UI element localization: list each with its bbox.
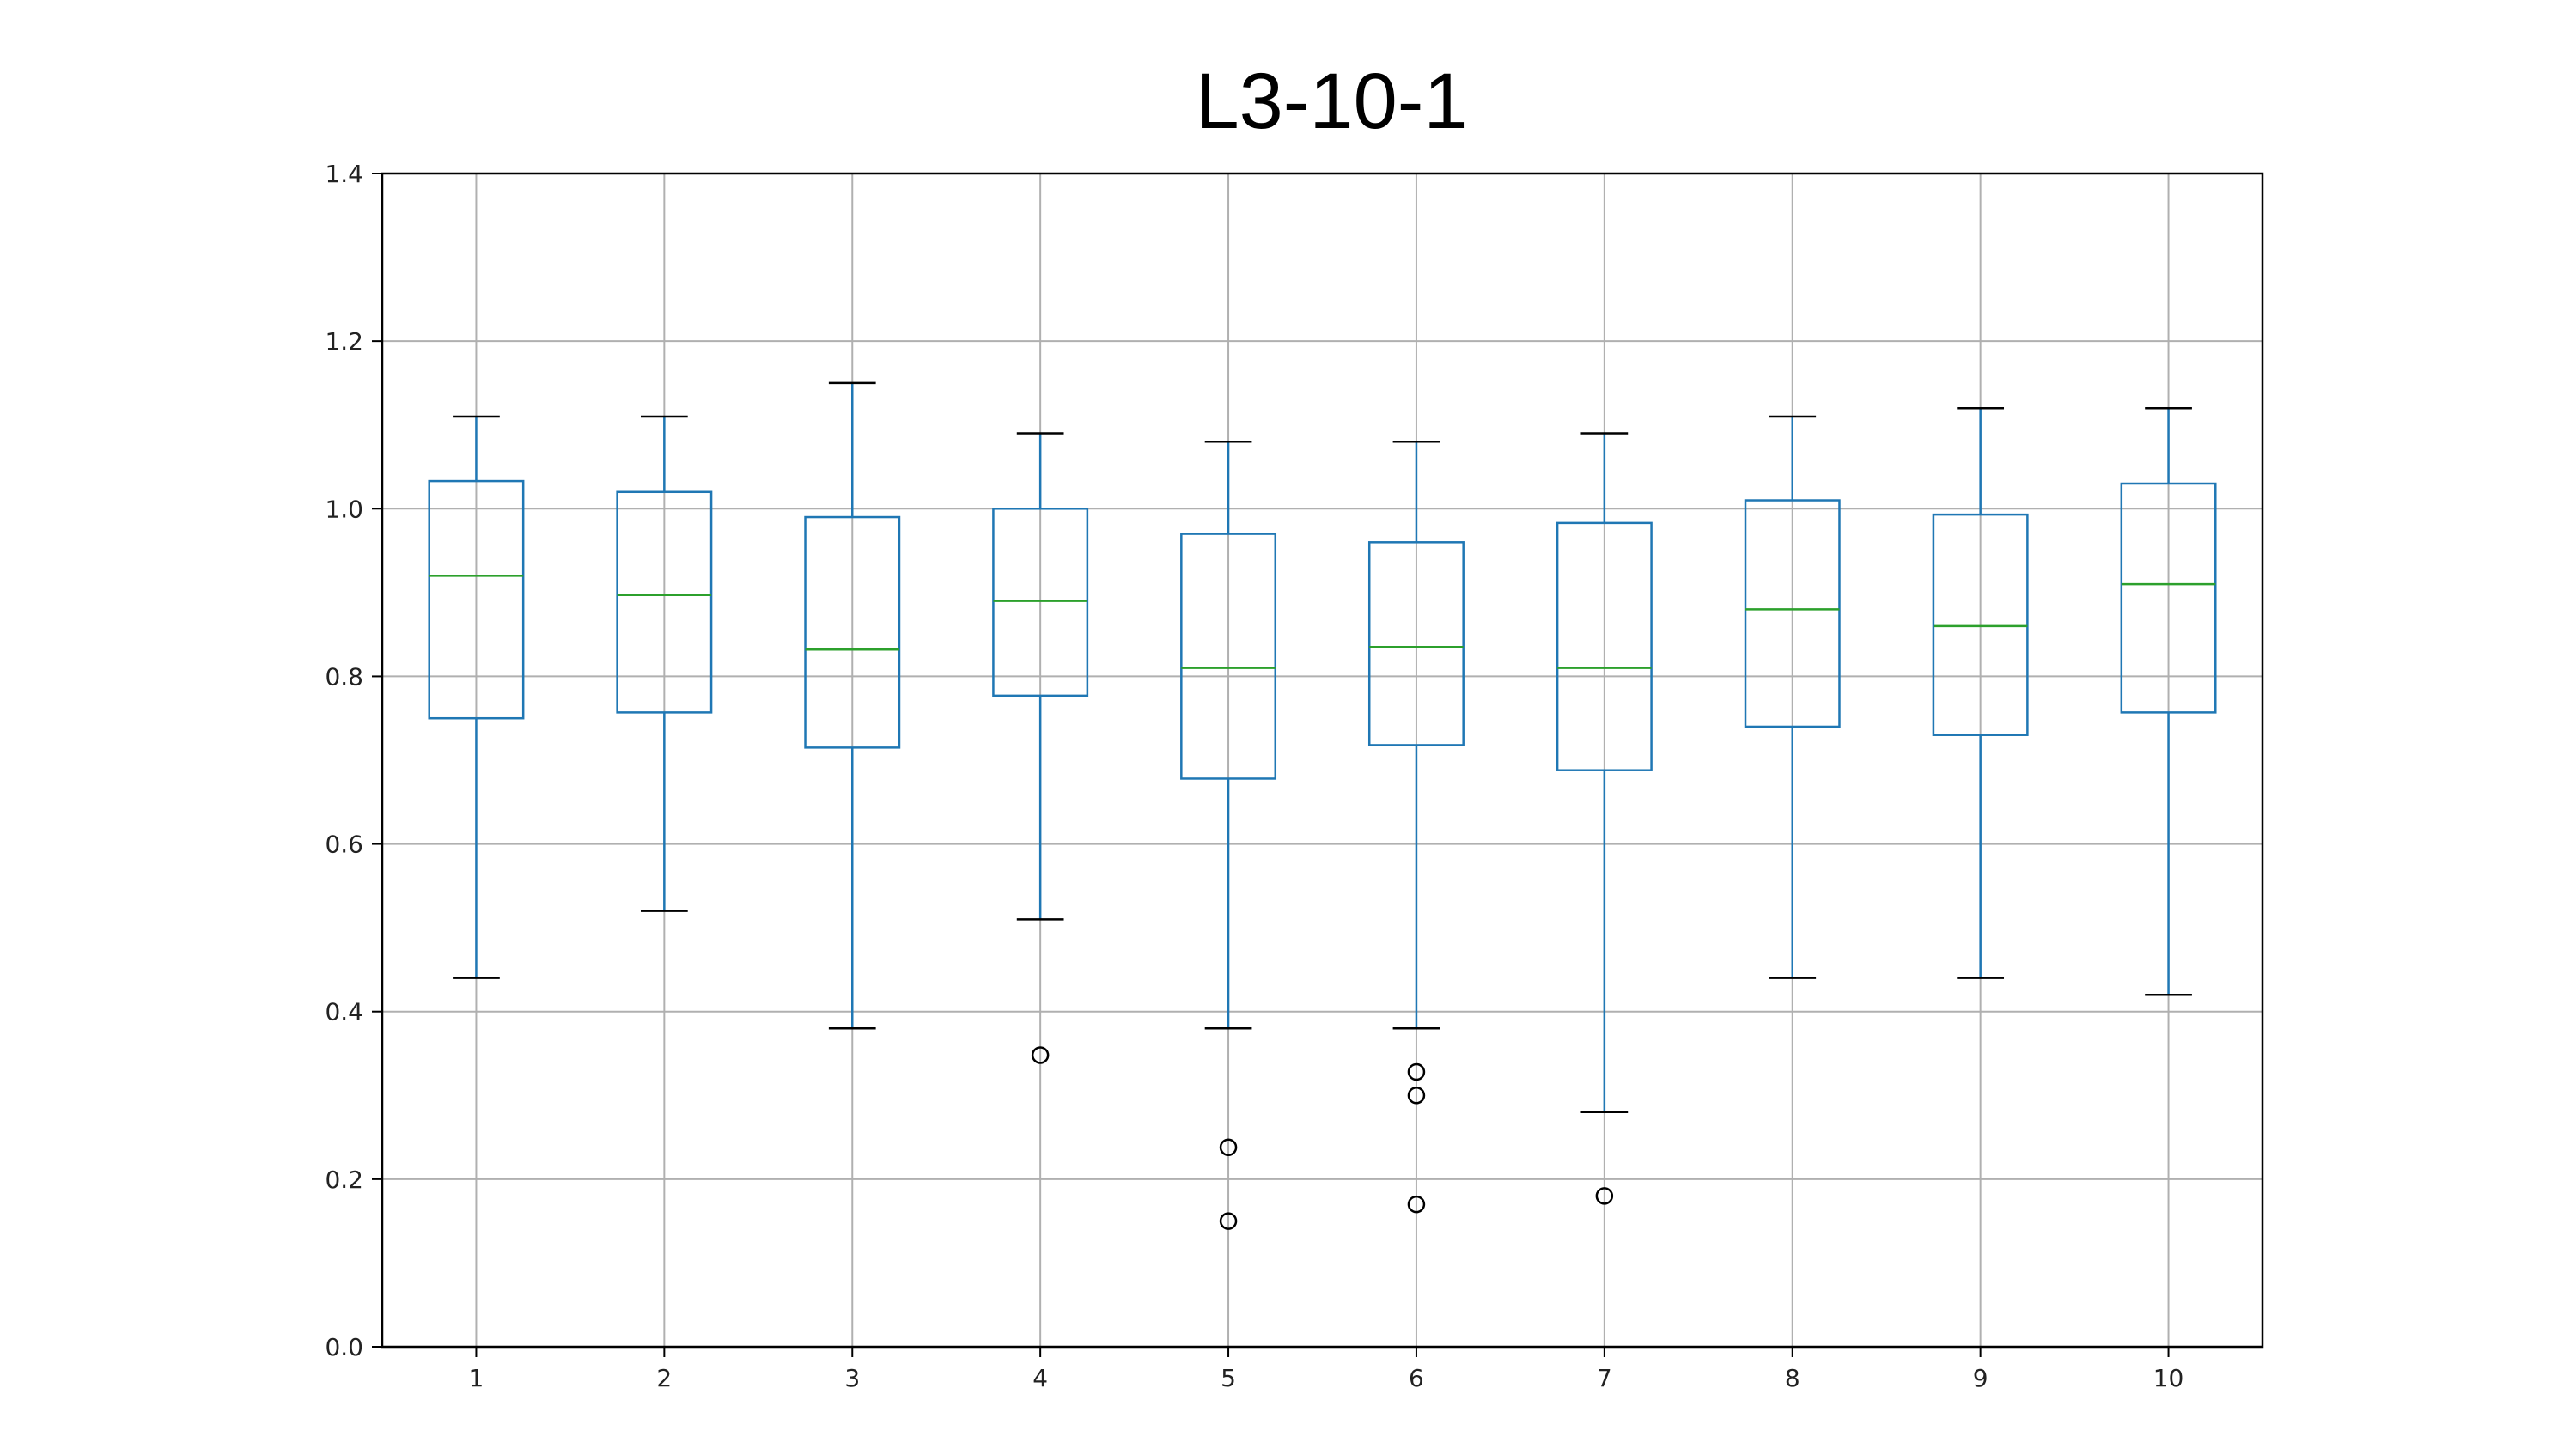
outlier-point [1219,1212,1238,1230]
iqr-box [1367,541,1465,746]
iqr-box [1744,499,1841,728]
y-tick-label: 1.0 [325,495,363,523]
y-tick-label: 0.4 [325,998,363,1026]
box-group-10 [2120,406,2217,996]
box-group-7 [1556,432,1653,1205]
iqr-box [992,508,1089,697]
outlier-point [1031,1046,1050,1064]
box-group-5 [1180,440,1277,1230]
y-tick-label: 0.6 [325,831,363,859]
x-tick-label: 8 [1785,1364,1800,1392]
box-group-1 [428,415,525,979]
x-tick-label: 3 [844,1364,860,1392]
x-tick-label: 6 [1409,1364,1424,1392]
outlier-point [1219,1138,1238,1157]
iqr-box [1556,521,1653,771]
box-group-4 [992,432,1089,1064]
iqr-box [1180,533,1277,780]
box-group-8 [1744,415,1841,979]
outlier-point [1407,1062,1426,1081]
box-series [428,381,2217,1230]
outlier-point [1407,1195,1426,1214]
box-group-2 [616,415,713,912]
iqr-box [1932,513,2029,736]
y-tick-label: 0.0 [325,1333,363,1361]
outlier-point [1595,1187,1614,1205]
x-tick-label: 10 [2153,1364,2184,1392]
box-group-9 [1932,406,2029,979]
x-tick-label: 5 [1221,1364,1236,1392]
iqr-box [804,515,901,749]
x-tick-label: 7 [1597,1364,1612,1392]
box-group-6 [1367,440,1465,1214]
plot-frame [381,172,2264,1349]
y-tick-label: 1.2 [325,327,363,356]
iqr-box [428,479,525,720]
y-tick-label: 1.4 [325,160,363,188]
y-tick-label: 0.8 [325,662,363,691]
iqr-box [2120,482,2217,714]
outlier-point [1407,1087,1426,1105]
y-tick-label: 0.2 [325,1166,363,1194]
x-tick-label: 4 [1032,1364,1048,1392]
chart-title: L3-10-1 [1195,58,1468,145]
axes: 0.0 0.2 0.4 0.6 0.8 1.0 1.2 1.4 1 2 3 4 5 6 7 8 9 10 [325,160,2183,1392]
box-group-3 [804,381,901,1030]
iqr-box [616,490,713,714]
x-tick-label: 2 [656,1364,672,1392]
x-tick-label: 1 [469,1364,484,1392]
x-tick-label: 9 [1973,1364,1988,1392]
